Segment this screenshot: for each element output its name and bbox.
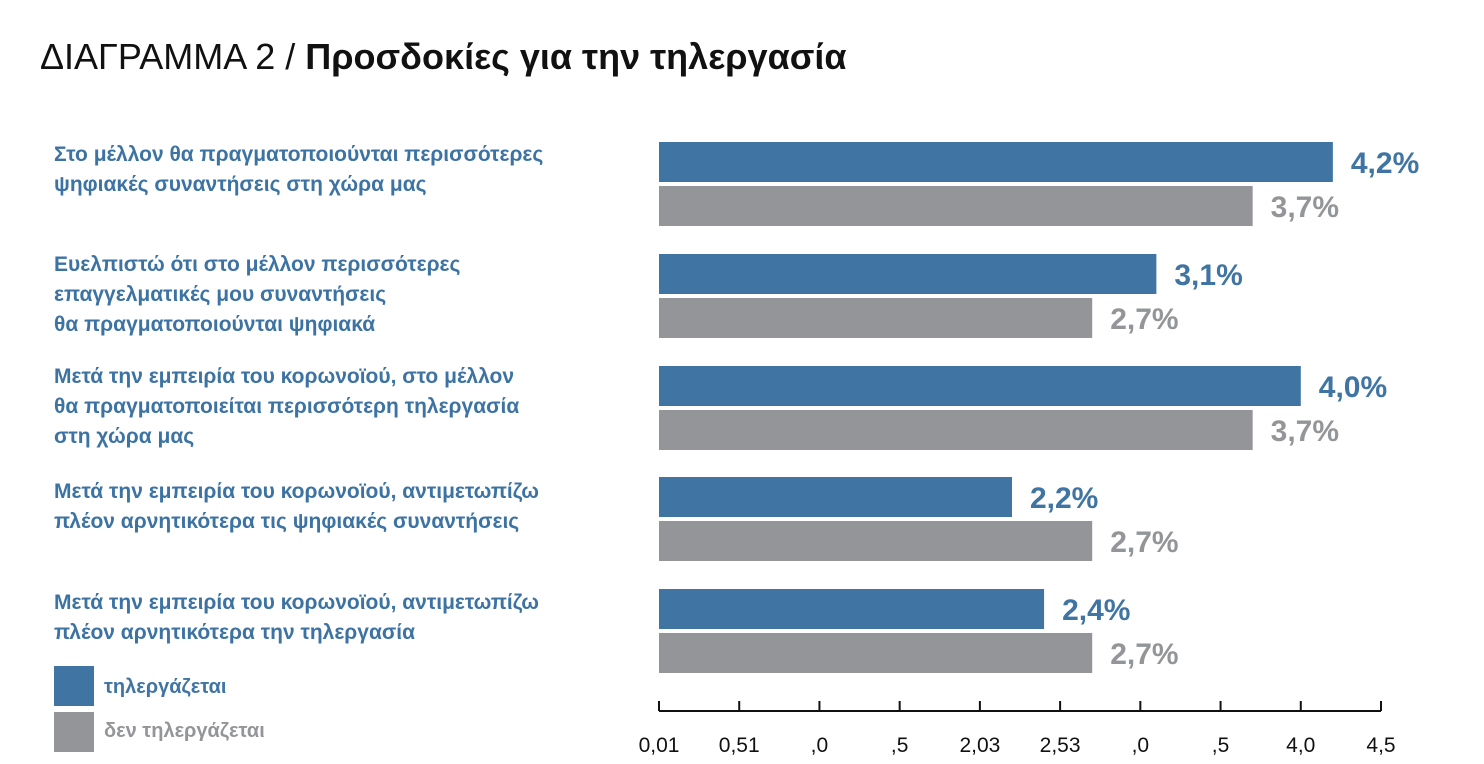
bar-teleworking-2	[659, 254, 1157, 294]
data-label-teleworking-2: 3,1%	[1174, 259, 1242, 292]
bar-not-teleworking-2	[659, 298, 1093, 338]
data-label-not-teleworking-1: 3,7%	[1271, 191, 1339, 224]
x-tick-label: 4,5	[1366, 734, 1395, 757]
bar-not-teleworking-1	[659, 186, 1253, 226]
data-label-not-teleworking-3: 3,7%	[1271, 415, 1339, 448]
category-label-line: Ευελπιστώ ότι στο μέλλον περισσότερες	[54, 253, 461, 276]
bar-not-teleworking-3	[659, 410, 1253, 450]
data-label-not-teleworking-4: 2,7%	[1110, 526, 1178, 559]
category-label-line: ψηφιακές συναντήσεις στη χώρα μας	[54, 173, 427, 196]
x-tick-label: 2,03	[959, 734, 1000, 757]
data-label-teleworking-1: 4,2%	[1351, 147, 1419, 180]
data-label-not-teleworking-2: 2,7%	[1110, 303, 1178, 336]
bar-teleworking-4	[659, 477, 1012, 517]
category-label-line: πλέον αρνητικότερα τις ψηφιακές συναντήσ…	[54, 510, 520, 533]
x-tick-label: 2,53	[1040, 734, 1081, 757]
data-label-teleworking-3: 4,0%	[1319, 371, 1387, 404]
data-label-teleworking-5: 2,4%	[1062, 594, 1130, 627]
data-label-not-teleworking-5: 2,7%	[1110, 638, 1178, 671]
legend-swatch-not-teleworking	[54, 712, 94, 752]
category-label-line: επαγγελματικές μου συναντήσεις	[54, 283, 387, 306]
legend-label-teleworking: τηλεργάζεται	[104, 676, 227, 698]
chart-title: ΔΙΑΓΡΑΜΜΑ 2 / Προσδοκίες για την τηλεργα…	[40, 36, 846, 78]
category-label-line: θα πραγματοποιούνται ψηφιακά	[54, 313, 376, 336]
x-tick-label: 0,01	[639, 734, 680, 757]
bar-not-teleworking-5	[659, 633, 1093, 673]
category-label-line: στη χώρα μας	[54, 425, 195, 448]
bar-not-teleworking-4	[659, 521, 1093, 561]
category-label-1: Στο μέλλον θα πραγματοποιούνται περισσότ…	[54, 140, 654, 200]
x-tick-label: ,0	[811, 734, 829, 757]
category-label-line: Μετά την εμπειρία του κορωνοϊού, αντιμετ…	[54, 480, 539, 503]
x-tick-label: ,0	[1132, 734, 1150, 757]
category-label-2: Ευελπιστώ ότι στο μέλλον περισσότερες επα…	[54, 250, 654, 340]
category-label-line: Στο μέλλον θα πραγματοποιούνται περισσότ…	[54, 143, 544, 166]
category-label-line: θα πραγματοποιείται περισσότερη τηλεργασ…	[54, 395, 520, 418]
category-label-4: Μετά την εμπειρία του κορωνοϊού, αντιμετ…	[54, 477, 654, 537]
bar-teleworking-5	[659, 589, 1045, 629]
bar-teleworking-1	[659, 142, 1333, 182]
x-tick-label: 0,51	[719, 734, 760, 757]
category-label-line: πλέον αρνητικότερα την τηλεργασία	[54, 621, 415, 644]
x-tick-label: ,5	[891, 734, 909, 757]
category-label-3: Μετά την εμπειρία του κορωνοϊού, στο μέλ…	[54, 362, 654, 452]
data-label-teleworking-4: 2,2%	[1030, 482, 1098, 515]
chart-title-main: Προσδοκίες για την τηλεργασία	[305, 36, 847, 77]
x-tick-label: 4,0	[1286, 734, 1315, 757]
x-tick-label: ,5	[1212, 734, 1230, 757]
category-label-line: Μετά την εμπειρία του κορωνοϊού, αντιμετ…	[54, 591, 539, 614]
category-label-5: Μετά την εμπειρία του κορωνοϊού, αντιμετ…	[54, 588, 654, 648]
chart-title-prefix: ΔΙΑΓΡΑΜΜΑ 2 /	[40, 36, 306, 77]
legend-swatch-teleworking	[54, 666, 94, 706]
category-label-line: Μετά την εμπειρία του κορωνοϊού, στο μέλ…	[54, 365, 515, 388]
legend-label-not-teleworking: δεν τηλεργάζεται	[104, 720, 265, 742]
bar-teleworking-3	[659, 366, 1301, 406]
